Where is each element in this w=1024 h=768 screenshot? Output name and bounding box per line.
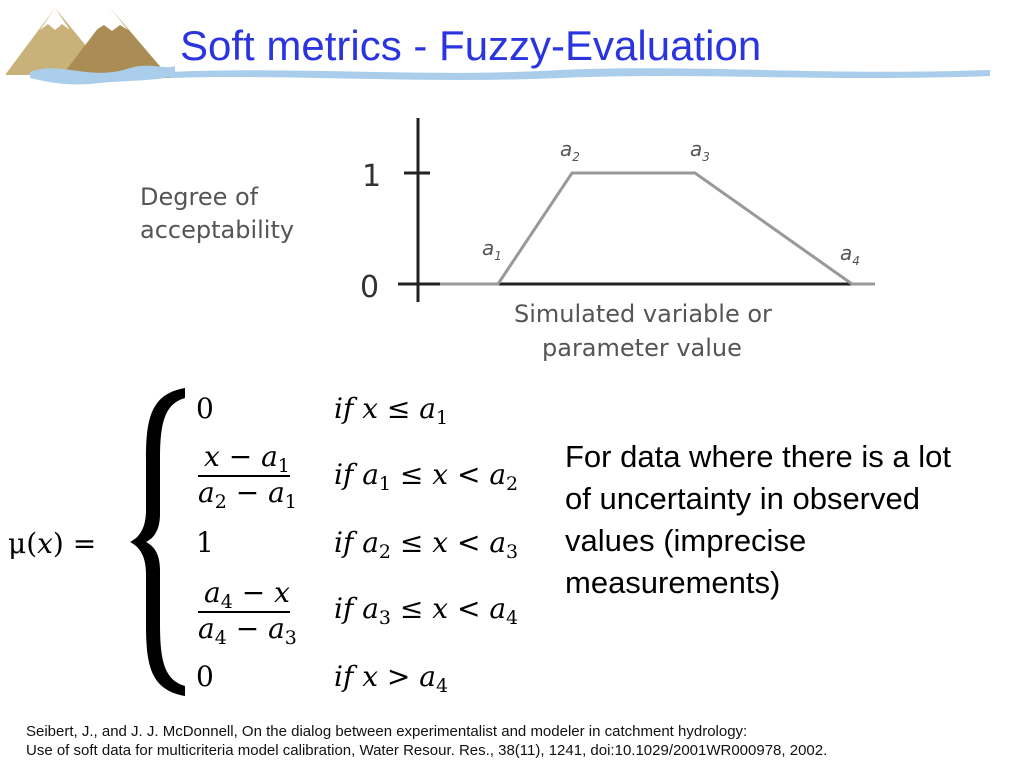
breakpoint-label-a3: a3 <box>690 137 710 164</box>
curly-brace <box>130 388 185 696</box>
case-1-value: 0 <box>196 392 214 425</box>
y-axis-label-line-1: Degree of <box>140 183 259 211</box>
case-2-condition: if a1 ≤ x < a2 <box>334 458 518 495</box>
case-1-condition: if x ≤ a1 <box>334 392 448 429</box>
y-axis-label-line-2: acceptability <box>140 216 294 244</box>
y-tick-label-1: 1 <box>362 159 381 194</box>
mountains-river-icon <box>5 8 175 85</box>
case-4-numerator: a4 − x <box>204 576 290 613</box>
explanation-line-2: of uncertainty in observed <box>565 481 920 516</box>
case-2-denominator: a2 − a1 <box>198 476 297 513</box>
membership-function-diagram: Degree of acceptability 1 0 a1 a2 a3 a4 … <box>140 118 875 362</box>
river-underline-decoration <box>170 68 990 80</box>
case-3-condition: if a2 ≤ x < a3 <box>334 526 518 563</box>
citation-line-1: Seibert, J., and J. J. McDonnell, On the… <box>26 723 748 740</box>
citation-line-2: Use of soft data for multicriteria model… <box>26 742 828 759</box>
explanation-line-1: For data where there is a lot <box>565 439 951 474</box>
case-3-value: 1 <box>196 526 214 559</box>
breakpoint-label-a1: a1 <box>482 236 502 263</box>
slide-title: Soft metrics - Fuzzy-Evaluation <box>180 22 762 69</box>
explanation-line-4: measurements) <box>565 565 781 600</box>
x-axis-label-line-1: Simulated variable or <box>514 300 772 328</box>
citation: Seibert, J., and J. J. McDonnell, On the… <box>26 722 1016 760</box>
case-4-denominator: a4 − a3 <box>198 612 297 649</box>
case-5-condition: if x > a4 <box>334 660 448 697</box>
x-axis-label-line-2: parameter value <box>542 334 742 362</box>
membership-formula: μ(x) = 0 if x ≤ a1 x − a1 a2 − a1 if a1 … <box>8 388 518 697</box>
explanation-text: For data where there is a lot of uncerta… <box>565 436 1015 604</box>
formula-lhs: μ(x) = <box>8 527 96 560</box>
case-5-value: 0 <box>196 660 214 693</box>
membership-curve <box>440 171 875 286</box>
y-tick-label-0: 0 <box>360 270 379 305</box>
breakpoint-label-a4: a4 <box>840 241 860 268</box>
case-2-numerator: x − a1 <box>204 440 290 477</box>
explanation-line-3: values (imprecise <box>565 523 807 558</box>
breakpoint-label-a2: a2 <box>560 137 580 164</box>
case-4-condition: if a3 ≤ x < a4 <box>334 592 518 629</box>
